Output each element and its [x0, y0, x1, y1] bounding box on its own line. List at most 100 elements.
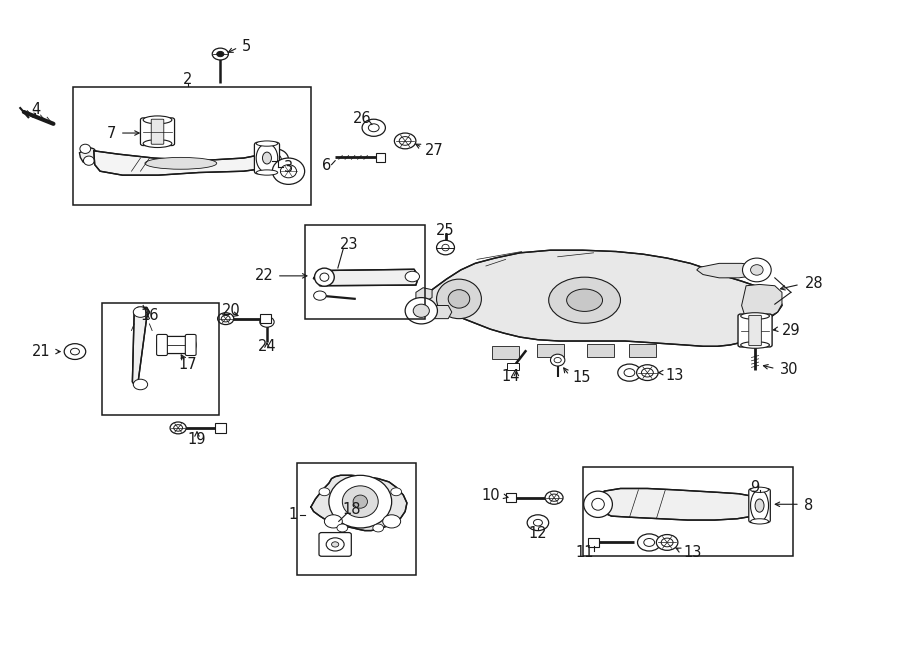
- Ellipse shape: [400, 137, 411, 145]
- Ellipse shape: [554, 358, 562, 363]
- Ellipse shape: [624, 369, 634, 377]
- Ellipse shape: [320, 273, 328, 282]
- Ellipse shape: [256, 143, 278, 173]
- FancyBboxPatch shape: [140, 118, 175, 145]
- Ellipse shape: [189, 338, 196, 352]
- Ellipse shape: [741, 313, 770, 319]
- Text: 7: 7: [107, 126, 116, 141]
- Text: 18: 18: [342, 502, 361, 517]
- Text: 11: 11: [575, 545, 594, 561]
- Ellipse shape: [751, 487, 769, 492]
- Ellipse shape: [751, 490, 769, 522]
- Ellipse shape: [174, 424, 183, 431]
- FancyBboxPatch shape: [506, 493, 517, 502]
- Polygon shape: [629, 344, 656, 357]
- Ellipse shape: [331, 542, 338, 547]
- Text: 26: 26: [353, 111, 372, 126]
- Polygon shape: [588, 344, 614, 357]
- Ellipse shape: [413, 304, 429, 317]
- Ellipse shape: [391, 488, 401, 496]
- Text: 29: 29: [782, 323, 801, 338]
- Ellipse shape: [326, 538, 344, 551]
- Ellipse shape: [263, 152, 272, 164]
- Ellipse shape: [751, 264, 763, 275]
- Ellipse shape: [741, 342, 770, 348]
- Ellipse shape: [256, 141, 278, 146]
- Text: 5: 5: [242, 38, 251, 54]
- FancyBboxPatch shape: [255, 142, 280, 174]
- Ellipse shape: [64, 344, 86, 360]
- Ellipse shape: [256, 170, 278, 175]
- Ellipse shape: [212, 48, 229, 60]
- Polygon shape: [594, 488, 762, 520]
- Polygon shape: [492, 346, 519, 360]
- Text: 12: 12: [528, 525, 547, 541]
- Bar: [304, 225, 425, 319]
- Polygon shape: [94, 151, 278, 175]
- Text: 1: 1: [288, 507, 298, 522]
- Bar: [298, 463, 416, 575]
- Ellipse shape: [592, 498, 604, 510]
- Ellipse shape: [353, 495, 367, 508]
- Ellipse shape: [362, 119, 385, 136]
- FancyBboxPatch shape: [507, 364, 519, 370]
- Text: 4: 4: [31, 102, 40, 118]
- Ellipse shape: [382, 515, 400, 528]
- Ellipse shape: [656, 535, 678, 551]
- Text: 30: 30: [780, 362, 798, 377]
- FancyBboxPatch shape: [738, 314, 772, 347]
- Polygon shape: [416, 288, 432, 303]
- Text: 6: 6: [322, 159, 332, 173]
- Ellipse shape: [405, 271, 419, 282]
- Polygon shape: [313, 269, 418, 286]
- Ellipse shape: [617, 364, 641, 381]
- Ellipse shape: [328, 475, 392, 528]
- Ellipse shape: [584, 491, 612, 518]
- Text: 10: 10: [482, 488, 500, 502]
- Ellipse shape: [442, 245, 449, 251]
- FancyBboxPatch shape: [157, 334, 167, 356]
- Text: 21: 21: [32, 344, 50, 359]
- Ellipse shape: [221, 315, 230, 322]
- Ellipse shape: [273, 158, 304, 184]
- Bar: [73, 87, 310, 206]
- Polygon shape: [742, 284, 782, 319]
- FancyBboxPatch shape: [319, 533, 351, 557]
- Ellipse shape: [269, 154, 282, 165]
- Polygon shape: [79, 147, 98, 164]
- Ellipse shape: [324, 515, 342, 528]
- Ellipse shape: [394, 133, 416, 149]
- Ellipse shape: [642, 368, 653, 377]
- Ellipse shape: [262, 149, 289, 170]
- FancyBboxPatch shape: [260, 314, 271, 323]
- Ellipse shape: [436, 279, 482, 319]
- Ellipse shape: [217, 52, 224, 57]
- Polygon shape: [132, 307, 149, 385]
- Text: 19: 19: [188, 432, 206, 447]
- Ellipse shape: [373, 524, 383, 532]
- Text: 16: 16: [140, 308, 158, 323]
- Ellipse shape: [84, 156, 94, 165]
- Ellipse shape: [545, 491, 563, 504]
- Ellipse shape: [80, 144, 91, 153]
- Text: 28: 28: [805, 276, 823, 291]
- Text: 25: 25: [436, 223, 454, 238]
- Text: 27: 27: [425, 143, 444, 158]
- Ellipse shape: [567, 289, 602, 311]
- FancyBboxPatch shape: [375, 153, 384, 162]
- Text: 15: 15: [572, 370, 590, 385]
- Ellipse shape: [368, 124, 379, 132]
- Ellipse shape: [662, 538, 673, 547]
- Ellipse shape: [534, 520, 543, 526]
- Text: 8: 8: [805, 498, 814, 513]
- Ellipse shape: [448, 290, 470, 308]
- Text: 20: 20: [221, 303, 240, 318]
- FancyBboxPatch shape: [749, 488, 770, 523]
- Ellipse shape: [549, 277, 620, 323]
- Ellipse shape: [314, 268, 334, 286]
- Ellipse shape: [527, 515, 549, 531]
- Text: 3: 3: [284, 160, 293, 175]
- Ellipse shape: [742, 258, 771, 282]
- Ellipse shape: [260, 317, 274, 327]
- FancyBboxPatch shape: [749, 315, 761, 346]
